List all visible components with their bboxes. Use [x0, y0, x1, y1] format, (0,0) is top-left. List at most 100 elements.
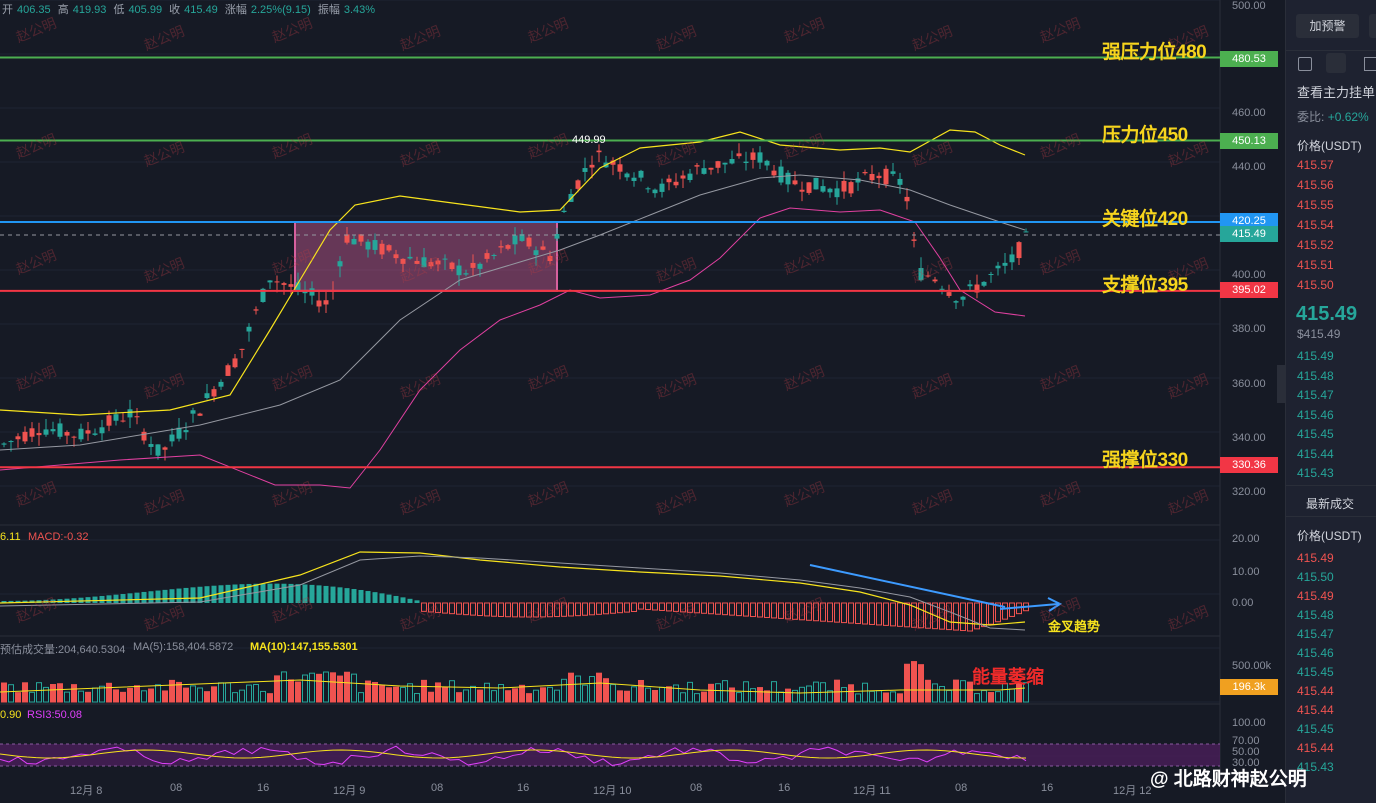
candle-body [925, 275, 931, 277]
volume-bar [904, 663, 910, 703]
macd-bar [456, 602, 462, 615]
candle-body [848, 182, 854, 194]
chart-area[interactable]: 开 406.35 高 419.93 低 405.99 收 415.49 涨幅 2.25%(… [0, 0, 1285, 803]
volume-bar [141, 690, 147, 703]
candle-body [897, 178, 903, 185]
bid-row[interactable]: 415.44 [1297, 446, 1334, 461]
volume-bar [99, 685, 105, 703]
bid-row[interactable]: 415.48 [1297, 368, 1334, 383]
candle-body [1002, 262, 1008, 266]
panel-collapse-handle[interactable] [1277, 365, 1285, 403]
layout-both-icon[interactable] [1298, 57, 1312, 71]
volume-bar [862, 682, 868, 703]
candle-body [764, 160, 770, 166]
candle-body [687, 173, 693, 181]
macd-bar [190, 587, 196, 603]
trade-row[interactable]: 415.44 [1297, 703, 1334, 717]
macd-bar [491, 602, 497, 617]
layout-bids-icon[interactable] [1364, 57, 1376, 71]
macd-bar [652, 602, 658, 611]
candle-body [477, 263, 483, 269]
macd-bar [113, 594, 119, 603]
volume-bar [449, 680, 455, 703]
macd-bar [253, 583, 259, 603]
candle-body [274, 281, 280, 283]
candle-body [946, 292, 952, 296]
candle-body [512, 235, 518, 245]
trade-row[interactable]: 415.50 [1297, 570, 1334, 584]
price-chart[interactable] [0, 0, 1285, 803]
volume-bar [876, 690, 882, 703]
ask-row[interactable]: 415.52 [1297, 238, 1334, 252]
volume-bar [778, 691, 784, 703]
macd-bar [414, 600, 420, 603]
macd-bar [610, 602, 616, 614]
ask-row[interactable]: 415.51 [1297, 258, 1334, 272]
volume-bar [407, 683, 413, 703]
bid-row[interactable]: 415.47 [1297, 388, 1334, 402]
bid-row[interactable]: 415.45 [1297, 427, 1334, 441]
ask-row[interactable]: 415.55 [1297, 198, 1334, 212]
macd-bar [8, 600, 14, 603]
candle-body [953, 301, 959, 303]
candle-body [470, 262, 476, 268]
view-major-orders-link[interactable]: 查看主力挂单 [1297, 85, 1376, 100]
rsi-value-left: 0.90 [0, 709, 22, 721]
trade-row[interactable]: 415.45 [1297, 665, 1334, 679]
bid-row[interactable]: 415.43 [1297, 466, 1334, 480]
trade-row[interactable]: 415.45 [1297, 722, 1334, 736]
candle-body [820, 186, 826, 192]
macd-bar [799, 602, 805, 621]
macd-bar [477, 602, 483, 617]
trade-row[interactable]: 415.48 [1297, 608, 1334, 622]
volume-bar [967, 681, 973, 703]
trade-row[interactable]: 415.46 [1297, 646, 1334, 660]
candle-body [974, 284, 980, 293]
candle-body [36, 433, 42, 436]
macd-bar [757, 602, 763, 618]
order-book-panel: 加预警 查看主力挂单 委比: +0.62% 价格(USDT) 415.57 415… [1285, 0, 1376, 803]
trade-row[interactable]: 415.49 [1297, 551, 1334, 565]
volume-bar [960, 680, 966, 703]
trade-row[interactable]: 415.43 [1297, 760, 1334, 774]
macd-bar [344, 588, 350, 603]
volume-bar [932, 683, 938, 703]
candle-body [540, 246, 546, 250]
ask-row[interactable]: 415.54 [1297, 218, 1334, 232]
trade-row[interactable]: 415.44 [1297, 684, 1334, 698]
candle-body [694, 165, 700, 167]
volume-bar [757, 687, 763, 703]
macd-bar [645, 602, 651, 611]
candle-body [113, 414, 119, 421]
macd-bar [204, 586, 210, 603]
macd-bar [904, 602, 910, 628]
volume-bar [925, 679, 931, 703]
bid-row[interactable]: 415.49 [1297, 349, 1334, 363]
volume-bar [351, 673, 357, 703]
trade-row[interactable]: 415.44 [1297, 741, 1334, 755]
price-axis-label: 500.00 [1232, 0, 1266, 12]
ask-row[interactable]: 415.56 [1297, 178, 1334, 192]
rsi-axis-label: 100.00 [1232, 717, 1266, 729]
ask-row[interactable]: 415.50 [1297, 278, 1334, 292]
candle-body [841, 180, 847, 192]
trade-row[interactable]: 415.47 [1297, 627, 1334, 641]
divider [1286, 485, 1376, 486]
trade-row[interactable]: 415.49 [1297, 589, 1334, 603]
more-button[interactable] [1369, 14, 1376, 38]
volume-ma5-label: MA(5):158,404.5872 [133, 641, 234, 653]
volume-bar [183, 687, 189, 703]
candle-body [120, 420, 126, 422]
volume-bar [71, 684, 77, 703]
ask-row[interactable]: 415.57 [1297, 158, 1334, 172]
order-ratio: 委比: +0.62% [1297, 110, 1369, 124]
candle-body [435, 260, 441, 265]
add-alert-button[interactable]: 加预警 [1296, 14, 1359, 38]
volume-bar [540, 687, 546, 703]
candle-body [393, 254, 399, 259]
macd-bar [365, 591, 371, 603]
candle-body [15, 436, 21, 440]
macd-bar [960, 602, 966, 632]
layout-asks-icon[interactable] [1326, 53, 1346, 73]
bid-row[interactable]: 415.46 [1297, 407, 1334, 422]
